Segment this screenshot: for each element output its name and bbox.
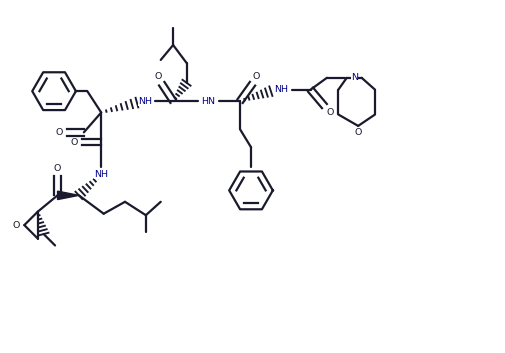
Text: NH: NH xyxy=(273,85,287,94)
Text: N: N xyxy=(350,73,357,82)
Text: O: O xyxy=(354,128,361,137)
Text: O: O xyxy=(12,221,20,229)
Text: HN: HN xyxy=(200,97,215,106)
Text: O: O xyxy=(71,138,78,147)
Text: O: O xyxy=(56,128,63,137)
Text: O: O xyxy=(326,108,333,117)
Text: NH: NH xyxy=(137,97,152,106)
Text: O: O xyxy=(252,72,259,81)
Text: O: O xyxy=(154,72,162,81)
Text: NH: NH xyxy=(94,170,108,179)
Polygon shape xyxy=(58,191,79,199)
Text: O: O xyxy=(54,163,61,173)
